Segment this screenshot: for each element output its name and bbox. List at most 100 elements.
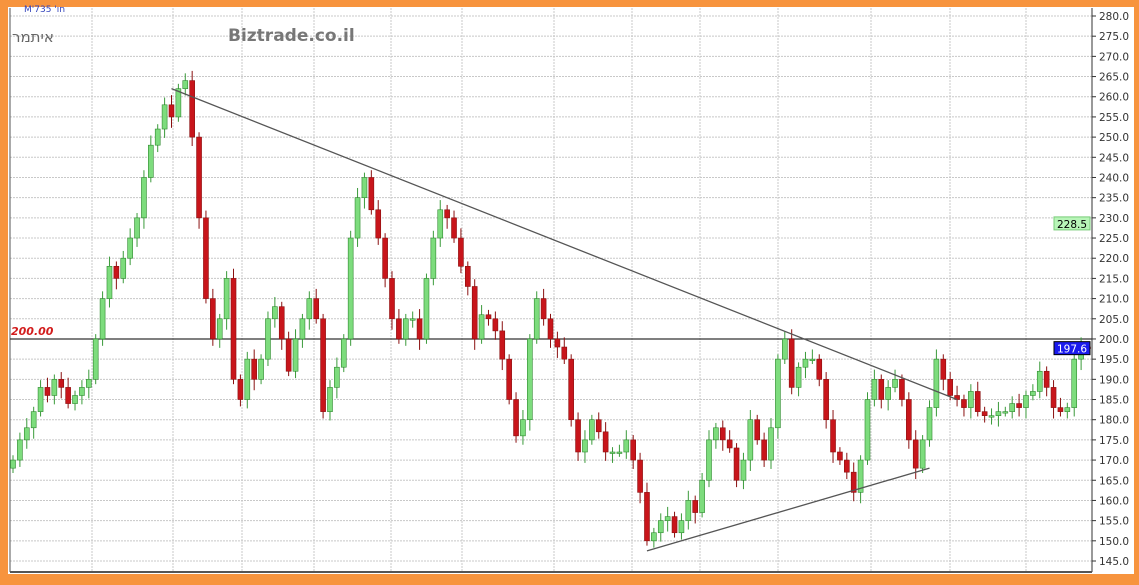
candle-up (919, 439, 926, 469)
candle-down (726, 439, 733, 449)
candle-up (86, 379, 92, 388)
candle-up (988, 415, 995, 418)
candle-up (127, 237, 133, 259)
candle-down (947, 379, 953, 396)
candle-down (396, 318, 402, 340)
candle-up (795, 366, 802, 388)
y-tick-label: 235.0 (1099, 193, 1129, 205)
candle-down (981, 411, 988, 416)
candle-up (706, 439, 712, 481)
candle-down (692, 500, 699, 513)
candle-down (761, 439, 767, 461)
candle-down (788, 338, 795, 388)
candle-down (44, 387, 51, 396)
candle-up (1064, 407, 1071, 412)
candle-up (802, 358, 809, 368)
y-tick-label: 240.0 (1099, 172, 1129, 184)
trendline (171, 88, 958, 401)
candle-up (430, 237, 437, 279)
candle-down (230, 278, 237, 380)
candle-up (161, 104, 168, 130)
y-tick-label: 150.0 (1099, 536, 1129, 548)
y-tick-label: 210.0 (1099, 294, 1129, 306)
y-tick-label: 265.0 (1099, 72, 1129, 84)
candle-up (92, 338, 99, 380)
candle-up (864, 399, 871, 461)
candle-down (1050, 387, 1057, 408)
candle-up (809, 358, 816, 361)
candle-down (444, 209, 450, 219)
candle-up (616, 451, 623, 454)
candle-down (210, 298, 216, 340)
candle-up (265, 318, 271, 360)
candle-up (968, 391, 974, 408)
candle-up (334, 366, 340, 388)
horizontal-line-label: 200.00 (11, 325, 54, 338)
candle-up (354, 197, 361, 239)
candle-up (23, 427, 30, 441)
candle-down (506, 358, 512, 400)
candle-down (465, 265, 471, 287)
candle-down (906, 399, 912, 441)
chart-frame (8, 7, 1134, 574)
candle-down (974, 391, 981, 412)
candle-down (602, 431, 609, 453)
candle-up (223, 278, 230, 320)
candle-up (775, 358, 781, 429)
candle-down (637, 459, 643, 493)
candle-up (713, 427, 719, 441)
candle-up (216, 318, 223, 340)
candle-down (823, 379, 829, 421)
candle-up (1002, 411, 1009, 414)
y-tick-label: 275.0 (1099, 31, 1129, 43)
candle-up (106, 265, 113, 299)
candle-down (568, 358, 574, 421)
candle-up (148, 144, 154, 178)
candle-down (237, 379, 244, 400)
y-tick-label: 200.0 (1099, 334, 1129, 346)
candle-up (1030, 391, 1036, 396)
candle-down (1043, 370, 1050, 388)
candle-down (630, 439, 636, 461)
candle-down (575, 419, 581, 453)
candle-up (892, 379, 898, 388)
candle-down (816, 358, 823, 380)
last-price-badge (1053, 341, 1091, 356)
candle-up (768, 427, 774, 461)
brand-watermark: Biztrade.co.il (228, 26, 355, 46)
last-price-label: 197.6 (1057, 344, 1087, 356)
candle-down (878, 379, 885, 400)
candle-down (368, 177, 375, 211)
y-tick-label: 145.0 (1099, 556, 1129, 568)
reference-price-badge (1053, 216, 1091, 231)
candle-up (747, 419, 754, 461)
candle-up (589, 419, 595, 441)
y-tick-label: 260.0 (1099, 92, 1129, 104)
candle-down (196, 136, 202, 219)
candle-down (251, 358, 257, 380)
candle-down (547, 318, 554, 340)
candle-up (657, 520, 664, 534)
y-tick-label: 215.0 (1099, 273, 1129, 285)
candle-up (30, 411, 37, 429)
candle-up (361, 177, 368, 198)
candle-down (837, 451, 843, 461)
candle-down (320, 318, 326, 412)
candle-down (203, 217, 209, 299)
candle-up (1023, 395, 1029, 408)
candle-up (678, 520, 685, 534)
candle-up (926, 407, 933, 441)
y-tick-label: 160.0 (1099, 495, 1129, 507)
y-tick-label: 270.0 (1099, 51, 1129, 63)
candle-down (554, 338, 561, 348)
candle-up (857, 459, 864, 493)
candle-up (258, 358, 264, 380)
candle-down (733, 447, 740, 481)
candle-up (37, 387, 44, 412)
y-tick-label: 190.0 (1099, 374, 1129, 386)
candle-up (699, 479, 705, 513)
y-tick-label: 185.0 (1099, 395, 1129, 407)
candle-down (451, 217, 457, 239)
candle-up (664, 516, 671, 521)
y-tick-label: 175.0 (1099, 435, 1129, 447)
